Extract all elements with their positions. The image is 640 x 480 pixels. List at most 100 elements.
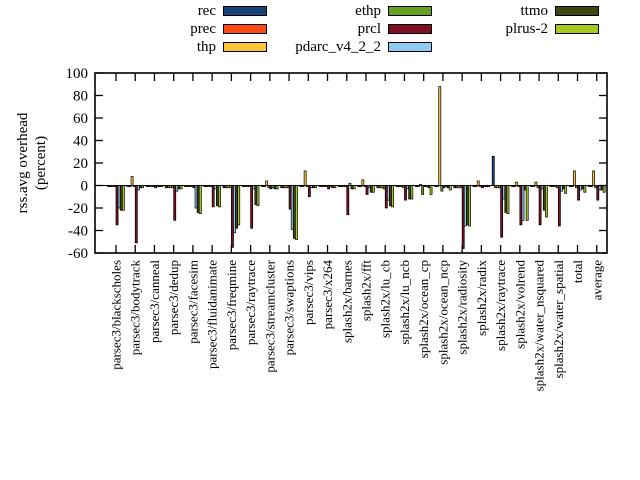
y-tick-label: -40 [68,224,88,240]
bar [275,185,279,190]
bar [263,185,266,187]
bar [545,185,548,218]
bar [295,185,298,240]
x-category-label: total [570,260,585,283]
x-category-label: splash2x/barnes [339,260,354,343]
x-category-label: splash2x/raytrace [493,260,508,351]
bar [538,185,542,226]
legend-label: thp [196,39,216,55]
bar [365,185,369,195]
x-category-label: parsec3/raytrace [243,260,258,345]
bar [218,185,221,208]
legend-column: ethp prcl pdarc_v4_2_2 [231,4,432,55]
x-category-label: parsec3/canneal [147,260,162,343]
bar [590,185,593,187]
bar [583,185,587,193]
x-category-label: parsec3/streamcluster [262,259,277,372]
bar [179,185,183,190]
bar [314,185,318,189]
legend-label: ttmo [520,3,548,19]
bar [487,185,491,187]
bar [134,185,138,244]
x-category-label: parsec3/x264 [320,260,335,330]
x-category-label: splash2x/water_spatial [551,260,566,379]
bar [198,185,202,214]
bar [577,185,580,201]
bar [346,185,350,216]
y-tick-label: 40 [73,134,88,150]
bar [265,180,269,186]
bar [506,185,510,214]
bar [468,185,471,227]
y-tick-label: 60 [73,111,88,127]
legend-label: rec [197,3,216,19]
legend-swatch [555,24,599,34]
x-category-label: splash2x/ocean_cp [416,260,431,358]
y-tick-label: 100 [66,66,89,82]
bar [557,185,561,227]
bar [391,185,394,208]
x-category-label: parsec3/freqmine [224,260,239,350]
bar [303,170,307,186]
bar [417,185,420,187]
bar [436,185,440,187]
y-tick-label: 0 [81,179,89,195]
x-category-label: splash2x/water_nsquared [532,260,547,392]
x-category-label: parsec3/fluidanimate [205,260,220,369]
bar [534,181,538,186]
x-category-label: parsec3/facesim [185,260,200,344]
bar [130,176,134,186]
bar [592,170,595,186]
bar [515,181,519,186]
bar [476,180,480,186]
bar [237,185,241,226]
x-category-label: average [589,260,604,301]
bar [301,185,305,187]
bar [359,185,363,187]
legend-swatch [388,6,432,16]
bar [327,185,330,190]
bar [211,185,215,208]
bar [596,185,600,201]
legend-swatch [223,42,267,52]
bar [570,185,574,187]
y-tick-label: -20 [68,201,88,217]
chart-legend: rec prec thp ethp prcl pdarc_v4_2_2 ttmo plrus-… [0,2,640,62]
bar [121,185,125,211]
x-category-label: splash2x/ocean_ncp [435,260,450,365]
x-category-label: splash2x/lu_cb [378,260,393,338]
bar [440,185,444,192]
x-category-label: splash2x/lu_ncb [397,260,412,345]
legend-swatch [223,6,267,16]
legend-swatch [388,24,432,34]
bar [333,185,337,189]
x-category-label: splash2x/radiosity [455,260,470,355]
bar [602,185,606,193]
bar [421,185,425,195]
bar [173,185,177,221]
x-category-label: parsec3/swaptions [282,260,297,355]
bar [448,185,452,191]
x-category-label: splash2x/volrend [512,260,527,349]
legend-label: prcl [357,21,381,37]
bar [307,185,311,198]
bar [491,155,495,186]
legend-swatch [388,42,432,52]
bar [500,185,504,238]
x-category-label: splash2x/radix [474,260,489,336]
legend-label: prec [190,21,216,37]
legend-column: rec prec thp [66,3,267,55]
x-category-label: parsec3/bodytrack [128,260,143,356]
x-category-label: parsec3/vips [301,260,316,325]
bar [429,185,433,195]
bar [250,185,254,229]
bar [128,185,132,187]
bar [141,185,144,189]
x-category-label: splash2x/fft [358,260,373,322]
bar [532,185,536,187]
bar [160,185,164,187]
x-category-label: parsec3/dedup [166,260,181,335]
bar [371,185,375,193]
bar [525,185,529,221]
